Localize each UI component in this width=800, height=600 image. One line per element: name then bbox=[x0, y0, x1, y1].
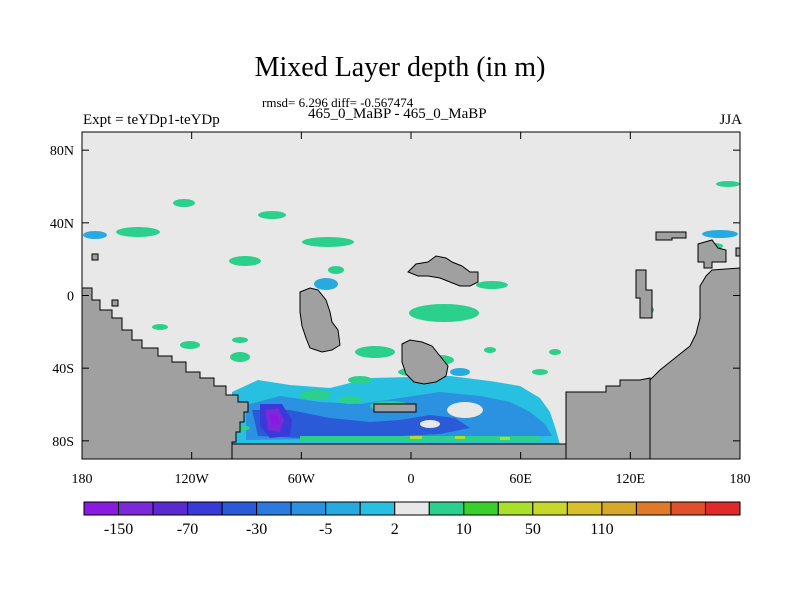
colorbar-swatch bbox=[497, 501, 534, 516]
lon-tick-label: 0 bbox=[408, 472, 415, 487]
light-patch bbox=[420, 420, 440, 428]
land-sliver bbox=[373, 403, 417, 413]
land-islet bbox=[111, 299, 119, 307]
anomaly-patch bbox=[702, 230, 738, 238]
anomaly-core-violet bbox=[270, 414, 280, 426]
colorbar-swatch bbox=[221, 501, 258, 516]
colorbar-swatch bbox=[463, 501, 499, 516]
land-south-america bbox=[82, 287, 249, 459]
land-asia-east bbox=[655, 231, 687, 241]
land-antarctic-shelf bbox=[565, 377, 651, 459]
experiment-label: Expt = teYDp1-teYDp bbox=[83, 112, 220, 128]
yellow-dash bbox=[410, 436, 422, 439]
colorbar-label: -150 bbox=[104, 521, 133, 538]
colorbar-swatch bbox=[359, 501, 396, 516]
colorbar-swatch bbox=[704, 501, 741, 516]
land-africa bbox=[407, 255, 479, 287]
longitude-axis: 180 120W 60W 0 60E 120E 180 bbox=[72, 132, 751, 487]
season-label: JJA bbox=[719, 112, 742, 128]
colorbar-label: 110 bbox=[590, 521, 613, 538]
colorbar-swatch bbox=[83, 501, 120, 516]
anomaly-patch bbox=[83, 231, 107, 239]
green-patch bbox=[299, 390, 331, 400]
anomaly-patch bbox=[355, 346, 395, 358]
colorbar-label: -5 bbox=[319, 521, 332, 538]
anomaly-patch bbox=[229, 256, 261, 266]
anomaly-band-darkblue bbox=[252, 410, 470, 438]
yellow-dash bbox=[455, 436, 465, 439]
colorbar-swatch bbox=[428, 501, 465, 516]
yellow-dash bbox=[500, 437, 510, 440]
anomaly-patch bbox=[116, 227, 160, 237]
lon-tick-label: 120W bbox=[175, 472, 210, 487]
anomaly-patch bbox=[314, 278, 338, 290]
anomaly-patch bbox=[232, 337, 248, 343]
lon-tick-label: 60E bbox=[509, 472, 532, 487]
colorbar-swatch bbox=[256, 501, 292, 516]
green-patch bbox=[338, 396, 362, 404]
anomaly-patch bbox=[484, 347, 496, 353]
anomaly-patch bbox=[152, 324, 168, 330]
land-australia-east bbox=[649, 267, 740, 459]
colorbar-swatch bbox=[325, 501, 361, 516]
colorbar-label: 10 bbox=[456, 521, 472, 538]
lat-tick-label: 40S bbox=[52, 362, 74, 377]
lon-tick-label: 180 bbox=[730, 472, 751, 487]
color-bar: -150 -70 -30 -5 2 10 50 110 bbox=[83, 501, 741, 538]
land-masses bbox=[82, 231, 740, 459]
experiment-title: 465_0_MaBP - 465_0_MaBP bbox=[308, 106, 487, 122]
colorbar-swatch bbox=[635, 501, 672, 516]
light-patch bbox=[447, 402, 483, 418]
anomaly-patch bbox=[409, 304, 479, 322]
colorbar-swatch bbox=[152, 501, 189, 516]
land-asia-west bbox=[635, 269, 653, 319]
lon-tick-label: 60W bbox=[288, 472, 316, 487]
lat-tick-label: 0 bbox=[67, 290, 74, 305]
latitude-axis: 80N 40N 0 40S 80S bbox=[50, 144, 740, 450]
anomaly-patch bbox=[476, 281, 508, 289]
anomaly-patch bbox=[173, 199, 195, 207]
lon-tick-label: 120E bbox=[616, 472, 646, 487]
anomaly-patch bbox=[328, 266, 344, 274]
colorbar-label: 2 bbox=[391, 521, 399, 538]
anomaly-patch bbox=[716, 181, 740, 187]
land-islet bbox=[735, 247, 740, 257]
colorbar-label: -70 bbox=[177, 521, 198, 538]
colorbar-swatch bbox=[394, 501, 430, 516]
colorbar-swatch bbox=[187, 501, 223, 516]
colorbar-swatch bbox=[532, 501, 568, 516]
anomaly-patch bbox=[230, 352, 250, 362]
colorbar-label: -30 bbox=[246, 521, 267, 538]
colorbar-swatch bbox=[290, 501, 327, 516]
lat-tick-label: 80N bbox=[50, 144, 74, 159]
land-islet bbox=[91, 253, 99, 261]
anomaly-patch bbox=[180, 341, 200, 349]
anomaly-patch bbox=[549, 349, 561, 355]
land-north-america bbox=[299, 287, 341, 353]
colorbar-swatch bbox=[601, 501, 637, 516]
anomaly-patch bbox=[258, 211, 286, 219]
colorbar-swatch bbox=[566, 501, 603, 516]
lon-tick-label: 180 bbox=[72, 472, 93, 487]
anomaly-patch bbox=[532, 369, 548, 375]
lat-tick-label: 40N bbox=[50, 217, 74, 232]
colorbar-swatch bbox=[118, 501, 154, 516]
colorbar-swatch bbox=[670, 501, 706, 516]
land-eurasia-block bbox=[697, 239, 727, 269]
colorbar-label: 50 bbox=[525, 521, 541, 538]
rmsd-stats: rmsd= 6.296 diff= -0.567474 bbox=[262, 95, 414, 110]
land-central-block bbox=[401, 339, 449, 385]
anomaly-patch bbox=[450, 368, 470, 376]
lat-tick-label: 80S bbox=[52, 435, 74, 450]
land-antarctica bbox=[231, 443, 567, 459]
map-title: Mixed Layer depth (in m) bbox=[254, 52, 546, 83]
anomaly-patch bbox=[302, 237, 354, 247]
map-content bbox=[82, 181, 740, 459]
anomaly-patch bbox=[348, 376, 372, 384]
